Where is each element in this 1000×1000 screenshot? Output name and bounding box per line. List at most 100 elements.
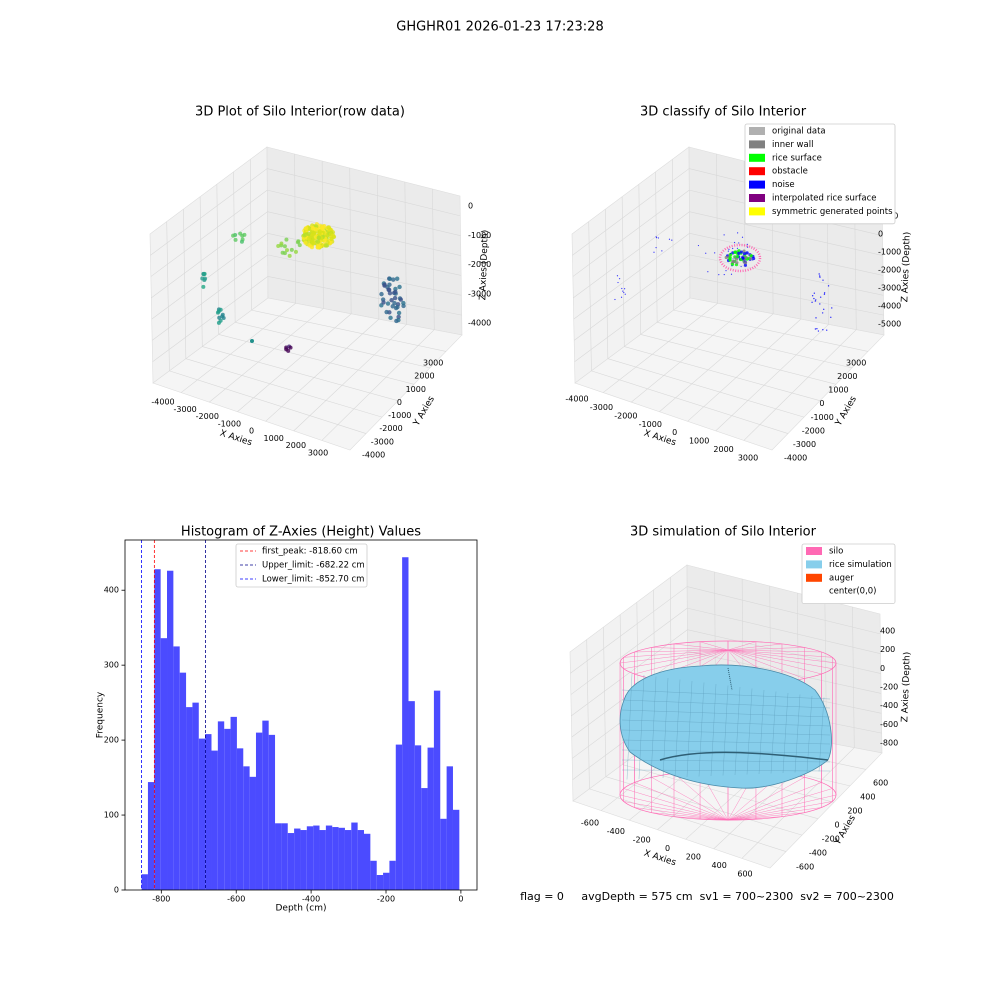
silo-wire	[634, 807, 729, 821]
pane-grid	[151, 233, 268, 320]
point	[737, 251, 741, 255]
point	[396, 310, 402, 316]
point	[303, 226, 309, 231]
point	[823, 293, 826, 295]
bar	[255, 732, 263, 890]
rice-mesh	[686, 680, 693, 778]
legend-swatch	[806, 547, 822, 555]
z-tick-label: 200	[880, 645, 895, 654]
silo-wire	[727, 649, 822, 653]
point	[620, 296, 623, 298]
bar	[370, 860, 377, 890]
y-tick-label: 2000	[414, 372, 434, 381]
point	[819, 303, 821, 305]
pane-grid	[607, 358, 805, 418]
point	[732, 259, 736, 264]
point	[396, 314, 401, 320]
z-tick-label: -5000	[878, 320, 901, 329]
pane-grid	[152, 276, 269, 362]
point	[201, 284, 206, 289]
legend-swatch	[749, 167, 765, 176]
point	[737, 249, 741, 253]
pane-grid	[150, 168, 268, 256]
y-tick-label: 0	[835, 821, 840, 830]
pane-grid	[671, 159, 674, 311]
legend-box	[235, 543, 368, 588]
point	[303, 240, 308, 245]
x-tick-label: -3000	[174, 405, 197, 414]
bar	[198, 738, 206, 890]
pane-grid	[570, 586, 688, 674]
z-tick-label: -800	[880, 739, 898, 748]
pane-grid	[249, 159, 252, 311]
legend-box	[744, 123, 896, 225]
point	[297, 243, 302, 248]
point	[315, 245, 320, 250]
point	[217, 315, 222, 320]
y-tick-label: -2000	[802, 426, 825, 435]
pane-grid	[657, 321, 853, 369]
axis-label: Z Axies (Depth)	[900, 652, 912, 723]
y-tick-label: 0	[819, 399, 824, 408]
point	[239, 239, 244, 244]
pane-grid	[572, 168, 690, 256]
point	[668, 238, 671, 240]
rice-mesh	[806, 695, 813, 773]
rice-mesh	[626, 673, 633, 780]
y-tick-label: 600	[873, 779, 888, 788]
x-axis-label: Depth (cm)	[275, 904, 326, 914]
x-tick-label: -1000	[639, 420, 662, 429]
bar	[154, 569, 161, 890]
point	[242, 232, 247, 237]
y-tick-label: 1000	[406, 385, 426, 394]
y-tick-label: 400	[104, 586, 119, 595]
point	[661, 250, 663, 252]
y-tick-label: -3000	[371, 437, 394, 446]
point	[616, 275, 619, 277]
bar	[230, 716, 237, 890]
x-tick-label: -600	[581, 819, 599, 828]
pane-grid	[640, 334, 837, 385]
point	[387, 282, 392, 287]
bar	[287, 833, 295, 890]
bar	[446, 766, 453, 890]
point	[623, 291, 625, 294]
legend-entry: original data	[772, 127, 826, 137]
bar	[211, 750, 218, 890]
point	[827, 285, 830, 287]
y-tick-label: 2000	[837, 372, 857, 381]
legend-entry: noise	[772, 180, 795, 190]
point	[730, 273, 733, 275]
pane-grid	[687, 650, 882, 694]
point	[233, 237, 238, 242]
pane-grid	[631, 308, 746, 403]
silo-wire	[623, 788, 729, 821]
panel-title: Histogram of Z-Axies (Height) Values	[181, 525, 421, 540]
silo-wire	[727, 649, 833, 658]
silo-wire	[727, 649, 833, 669]
pane-grid	[619, 614, 623, 765]
point	[740, 265, 742, 268]
point	[216, 320, 221, 325]
rice-mesh	[758, 689, 765, 775]
rice-mesh	[770, 691, 777, 774]
legend-entry: Lower_limit: -852.70 cm	[262, 575, 364, 585]
bar	[262, 720, 269, 890]
suptitle: GHGHR01 2026-01-23 17:23:28	[396, 20, 603, 35]
pane-grid	[185, 358, 383, 418]
pane-grid	[603, 627, 607, 777]
point	[814, 300, 817, 302]
bar	[389, 860, 396, 890]
point	[655, 236, 657, 238]
point	[393, 289, 398, 295]
bar	[383, 872, 390, 890]
pane-grid	[180, 303, 296, 393]
legend-entry: Upper_limit: -682.22 cm	[262, 561, 365, 571]
legend-entry: interpolated rice surface	[772, 194, 877, 204]
point	[749, 254, 753, 258]
pane-grid	[852, 606, 855, 748]
rice-mesh	[621, 689, 831, 700]
bar	[249, 776, 256, 890]
legend-entry: inner wall	[772, 140, 813, 150]
